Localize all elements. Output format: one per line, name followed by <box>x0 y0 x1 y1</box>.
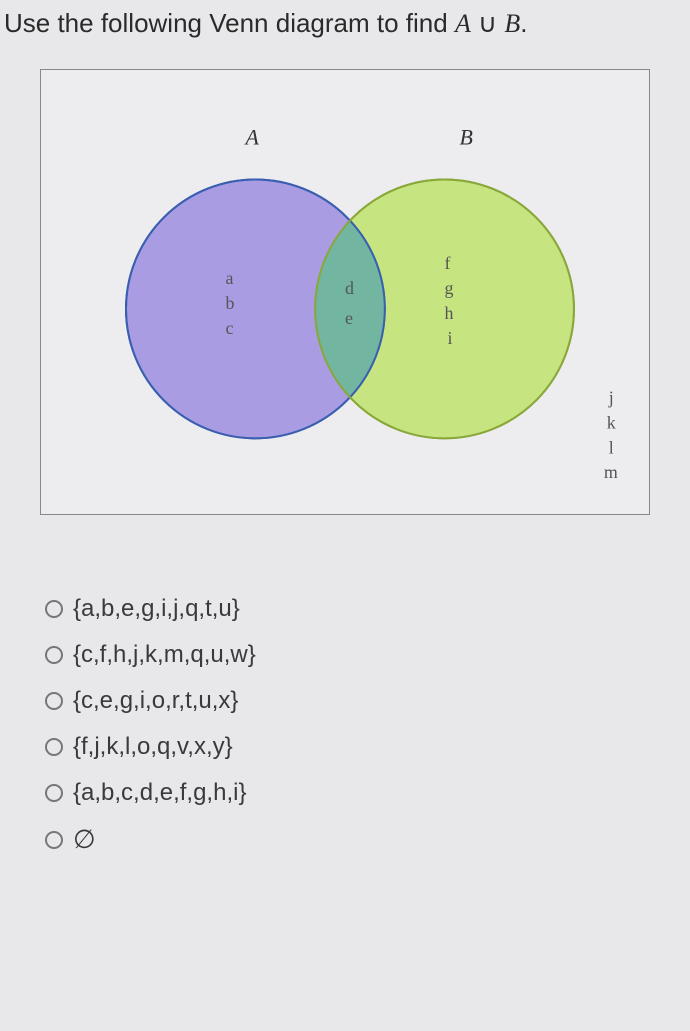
radio-icon[interactable] <box>45 692 63 710</box>
option-text: {f,j,k,l,o,q,v,x,y} <box>73 733 233 761</box>
radio-icon[interactable] <box>45 831 63 849</box>
question-suffix: . <box>520 8 527 38</box>
venn-out-element-2: l <box>609 437 614 457</box>
radio-icon[interactable] <box>45 646 63 664</box>
question-prompt: Use the following Venn diagram to find A… <box>0 0 690 59</box>
venn-out-element-1: k <box>607 412 616 432</box>
venn-b-element-1: g <box>445 278 454 298</box>
venn-int-element-1: e <box>345 308 353 328</box>
venn-a-element-0: a <box>226 268 234 288</box>
venn-a-element-1: b <box>226 293 235 313</box>
option-row-1[interactable]: {c,f,h,j,k,m,q,u,w} <box>45 641 690 669</box>
venn-out-element-0: j <box>608 387 614 407</box>
option-text: {a,b,e,g,i,j,q,t,u} <box>73 595 240 623</box>
venn-b-element-0: f <box>445 253 451 273</box>
math-symbol-b: B <box>504 9 520 38</box>
option-text: {c,e,g,i,o,r,t,u,x} <box>73 687 238 715</box>
venn-label-a: A <box>243 125 259 150</box>
venn-b-element-3: i <box>448 328 453 348</box>
option-row-5[interactable]: ∅ <box>45 825 690 855</box>
math-symbol-a: A <box>455 9 471 38</box>
option-text: {a,b,c,d,e,f,g,h,i} <box>73 779 246 807</box>
question-prefix: Use the following Venn diagram to find <box>4 8 455 38</box>
venn-a-element-2: c <box>226 318 234 338</box>
option-row-0[interactable]: {a,b,e,g,i,j,q,t,u} <box>45 595 690 623</box>
option-row-4[interactable]: {a,b,c,d,e,f,g,h,i} <box>45 779 690 807</box>
option-row-2[interactable]: {c,e,g,i,o,r,t,u,x} <box>45 687 690 715</box>
venn-diagram-svg: A B a b c d e f g h i j k l m <box>41 70 649 514</box>
venn-b-element-2: h <box>445 303 454 323</box>
option-text: ∅ <box>73 825 96 855</box>
venn-diagram-frame: A B a b c d e f g h i j k l m <box>40 69 650 515</box>
radio-icon[interactable] <box>45 784 63 802</box>
answer-options: {a,b,e,g,i,j,q,t,u} {c,f,h,j,k,m,q,u,w} … <box>45 595 690 855</box>
venn-out-element-3: m <box>604 462 618 482</box>
option-row-3[interactable]: {f,j,k,l,o,q,v,x,y} <box>45 733 690 761</box>
option-text: {c,f,h,j,k,m,q,u,w} <box>73 641 256 669</box>
radio-icon[interactable] <box>45 600 63 618</box>
venn-int-element-0: d <box>345 278 354 298</box>
venn-label-b: B <box>459 125 472 150</box>
radio-icon[interactable] <box>45 738 63 756</box>
union-symbol: ∪ <box>471 8 504 38</box>
